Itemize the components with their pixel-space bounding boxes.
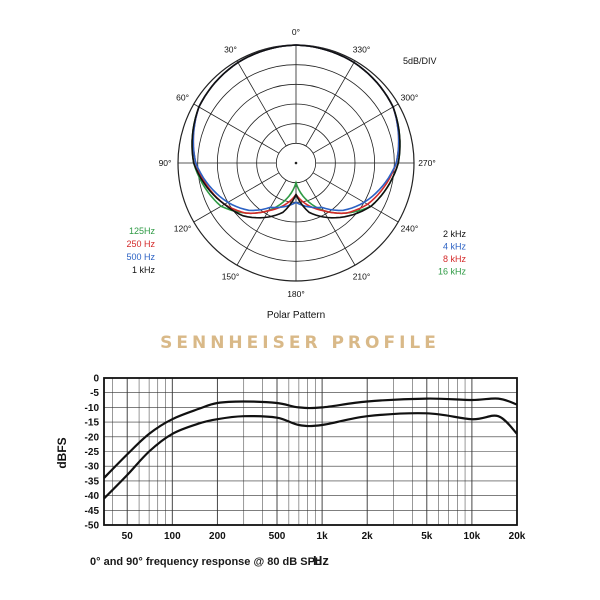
polar-legend-item: 1 kHz [132,265,156,275]
polar-angle-label: 150° [222,271,240,281]
plot-frame [103,377,518,526]
y-tick-labels: 0 -5 -10 -15 -20 -25 -30 -35 -40 -45 -50 [85,374,100,532]
polar-angle-label: 60° [176,93,189,103]
polar-angle-labels: 0° 30° 60° 90° 120° 150° 180° 210° 240° 270° 300° 3… [159,27,436,299]
polar-legend-item: 500 Hz [126,252,155,262]
x-axis-label: Hz [313,553,329,568]
polar-angle-label: 180° [287,289,305,299]
x-tick-label: 100 [164,531,181,542]
x-tick-label: 2k [362,531,374,542]
polar-spoke [305,60,356,147]
polar-legend-item: 8 kHz [443,254,467,264]
polar-angle-label: 120° [174,224,192,234]
polar-legend-item: 4 kHz [443,242,467,252]
x-tick-label: 1k [317,531,329,542]
frequency-response-line [103,397,518,479]
polar-angle-label: 30° [224,45,237,55]
polar-grid [177,44,415,282]
y-tick-label: -40 [85,491,100,502]
polar-series-group [191,44,401,219]
polar-chart-title: Polar Pattern [267,310,325,321]
polar-angle-label: 330° [353,45,371,55]
y-tick-label: -35 [85,476,100,487]
polar-spoke [312,103,399,154]
x-tick-labels: 50 100 200 500 1k 2k 5k 10k 20k [122,531,526,542]
polar-spoke [193,103,280,154]
polar-angle-label: 300° [401,93,419,103]
frequency-response-chart: 0-5-10-15-20-25-30-35-40-45-50 50 100 200 5… [55,374,526,543]
y-axis-label: dBFS [55,437,69,468]
polar-center-dot [294,161,298,165]
y-tick-label: -15 [85,418,100,429]
x-tick-label: 5k [421,531,433,542]
y-tick-label: -5 [90,388,99,399]
polar-spoke [193,172,280,223]
polar-legend-item: 125Hz [129,226,156,236]
x-tick-label: 20k [509,531,526,542]
polar-angle-label: 270° [418,158,436,168]
polar-spoke [312,172,399,223]
y-tick-label: -10 [85,403,100,414]
polar-angle-label: 0° [292,27,300,37]
polar-legend-item: 2 kHz [443,229,467,239]
polar-scale-label: 5dB/DIV [403,56,437,66]
y-tick-label: -30 [85,462,100,473]
polar-spoke [236,60,287,147]
x-tick-label: 500 [269,531,286,542]
polar-angle-label: 90° [159,158,172,168]
frequency-response-line [103,412,518,500]
polar-pattern-chart: 0° 30° 60° 90° 120° 150° 180° 210° 240° 270° 300° 3… [126,27,467,321]
product-title: SENNHEISER PROFILE [160,333,440,353]
polar-legend-item: 16 kHz [438,267,467,277]
polar-spoke [305,179,356,266]
polar-angle-label: 210° [353,271,371,281]
y-tick-label: -45 [85,506,100,517]
y-tick-label: -25 [85,447,100,458]
polar-legend-item: 250 Hz [126,239,155,249]
frequency-caption: 0° and 90° frequency response @ 80 dB SP… [90,556,322,568]
polar-legend-right: 2 kHz 4 kHz 8 kHz 16 kHz [438,229,467,277]
polar-angle-label: 240° [401,224,419,234]
polar-spoke [236,179,287,266]
y-tick-label: 0 [93,374,99,385]
x-tick-label: 50 [122,531,134,542]
polar-legend-left: 125Hz 250 Hz 500 Hz 1 kHz [126,226,155,275]
y-tick-label: -20 [85,432,100,443]
polar-series-line [191,44,401,219]
frequency-grid [103,377,518,526]
y-tick-label: -50 [85,521,100,532]
frequency-series-group [103,397,518,500]
x-tick-label: 200 [209,531,226,542]
x-tick-label: 10k [464,531,481,542]
